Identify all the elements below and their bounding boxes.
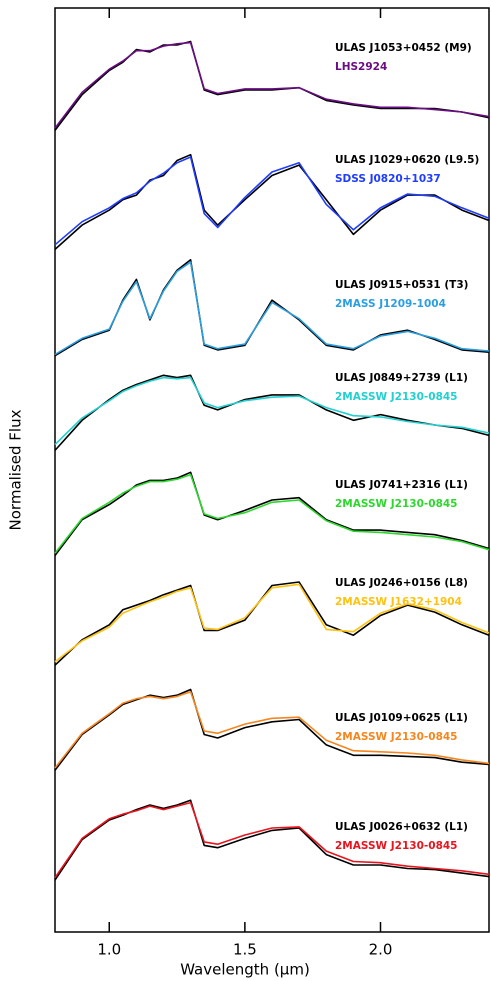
x-tick-label: 1.0 [97,941,121,959]
spectrum-line [54,40,490,131]
x-axis-label: Wavelength (μm) [180,961,310,979]
spectrum-line [54,691,490,769]
spectrum-line [54,376,490,446]
spectrum-line [54,583,490,663]
series-label: 2MASSW J2130-0845 [335,391,457,403]
y-axis-label: Normalised Flux [7,409,25,530]
x-tick-label: 2.0 [369,941,393,959]
series-label: ULAS J0741+2316 (L1) [335,479,468,491]
series-label: ULAS J0915+0531 (T3) [335,279,468,291]
spectrum-line [54,156,490,246]
series-label: ULAS J0109+0625 (L1) [335,712,468,724]
series-label: SDSS J0820+1037 [335,173,441,185]
series-label: ULAS J0849+2739 (L1) [335,372,468,384]
series-label: 2MASSW J2130-0845 [335,498,457,510]
spectrum-line [54,374,490,451]
spectrum-line [54,581,490,666]
series-label: ULAS J0246+0156 (L8) [335,577,468,589]
spectrum-line [54,473,490,554]
spectrum-line [54,471,490,556]
spectrum-line [54,259,490,357]
series-label: LHS2924 [335,61,387,73]
series-label: ULAS J0026+0632 (L1) [335,821,468,833]
series-label: 2MASSW J2130-0845 [335,840,457,852]
series-label: ULAS J1029+0620 (L9.5) [335,154,479,166]
spectrum-line [54,153,490,250]
spectrum-line [54,688,490,771]
series-label: 2MASSW J1632+1904 [335,596,462,608]
x-tick-label: 1.5 [233,941,257,959]
spectrum-line [54,41,490,129]
spectrum-line [54,801,490,879]
series-label: ULAS J1053+0452 (M9) [335,42,472,54]
spectrum-line [54,261,490,356]
series-label: 2MASSW J2130-0845 [335,731,457,743]
series-label: 2MASS J1209-1004 [335,298,446,310]
plot-frame [54,7,490,933]
